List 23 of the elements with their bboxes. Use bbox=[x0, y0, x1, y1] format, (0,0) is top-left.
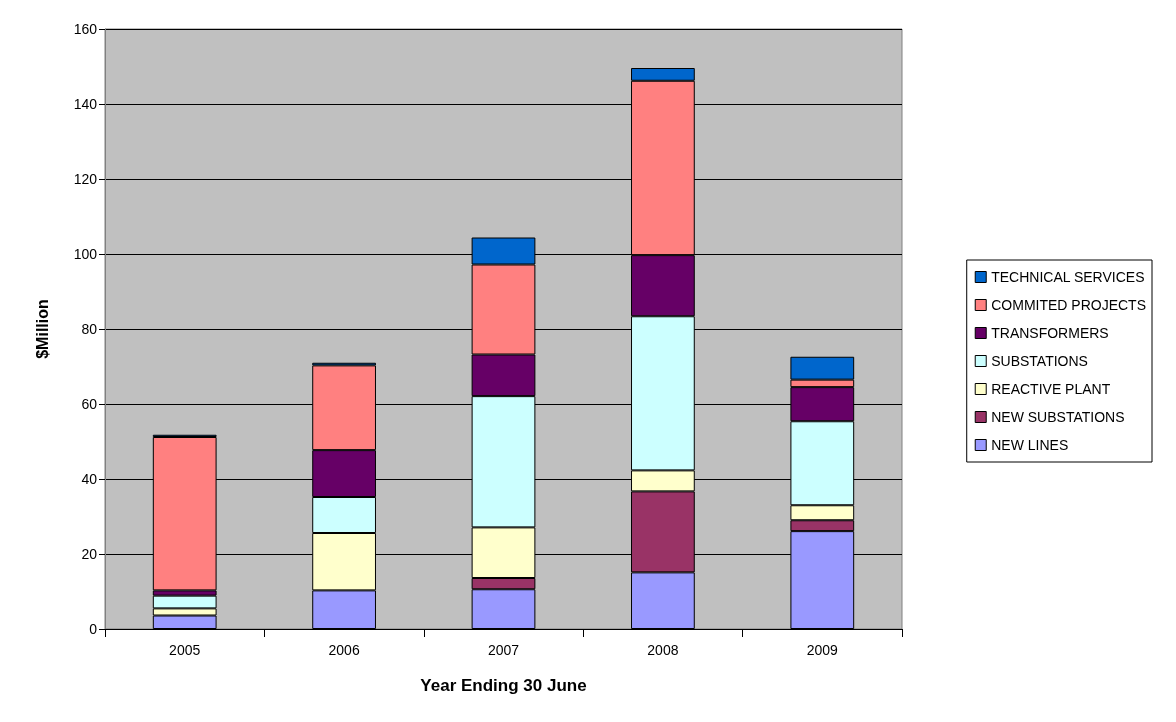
y-tick-label: 160 bbox=[73, 21, 98, 37]
legend-label: TECHNICAL SERVICES bbox=[991, 269, 1145, 285]
x-tick-label: 2005 bbox=[169, 642, 201, 658]
y-tick-label: 60 bbox=[81, 396, 98, 412]
y-tick-label: 100 bbox=[73, 246, 98, 262]
y-tick-label: 140 bbox=[73, 96, 98, 112]
x-tick-label: 2007 bbox=[487, 642, 520, 658]
legend-label: TRANSFORMERS bbox=[991, 325, 1109, 341]
legend-label: NEW SUBSTATIONS bbox=[991, 409, 1125, 425]
y-tick-label: 80 bbox=[81, 321, 98, 337]
legend-label: REACTIVE PLANT bbox=[991, 381, 1111, 397]
y-tick-label: 120 bbox=[73, 171, 98, 187]
legend-label: NEW LINES bbox=[991, 437, 1069, 453]
x-tick-label: 2008 bbox=[647, 642, 679, 658]
x-tick-label: 2009 bbox=[806, 642, 839, 658]
y-tick-label: 20 bbox=[81, 546, 98, 562]
y-axis-title: $Million bbox=[33, 299, 51, 359]
legend-label: COMMITED PROJECTS bbox=[991, 297, 1146, 313]
legend-label: SUBSTATIONS bbox=[991, 353, 1088, 369]
y-tick-label: 40 bbox=[81, 471, 98, 487]
y-tick-label: 0 bbox=[89, 621, 98, 637]
x-axis-title: Year Ending 30 June bbox=[420, 676, 587, 695]
x-tick-label: 2006 bbox=[328, 642, 360, 658]
